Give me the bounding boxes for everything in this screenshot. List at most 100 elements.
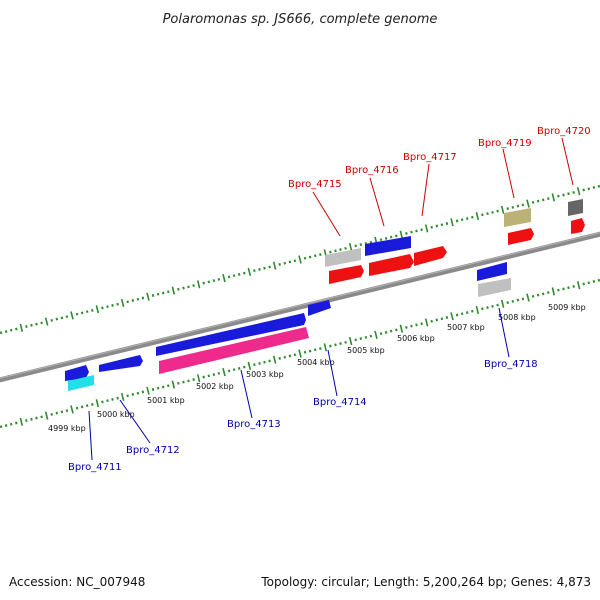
gene-arrow-bpro-4717[interactable] xyxy=(414,246,447,266)
gene-arrow-bpro-4715[interactable] xyxy=(329,265,364,284)
upper-track-tick xyxy=(0,331,3,335)
gene-bar-bpro-4720[interactable] xyxy=(568,199,583,216)
lower-track-tick xyxy=(44,411,49,420)
gene-arrow-bpro-4712[interactable] xyxy=(99,355,143,372)
leader-line-bpro-4714 xyxy=(327,349,338,397)
gene-arrow-bpro-4713[interactable] xyxy=(156,313,306,356)
upper-track-tick xyxy=(551,193,556,202)
upper-track-tick xyxy=(405,232,408,235)
upper-track-tick xyxy=(131,299,135,302)
gene-arrow-bpro-4718[interactable] xyxy=(477,262,507,281)
gene-labels: Bpro_4715 Bpro_4716 Bpro_4717 Bpro_4719 … xyxy=(68,126,591,473)
gene-arrow-bpro-4711[interactable] xyxy=(65,365,89,381)
upper-track-tick xyxy=(475,212,480,221)
lower-track-tick xyxy=(547,291,550,295)
gene-arrow-bpro-4720[interactable] xyxy=(571,218,585,234)
gene-bar-bpro-4718[interactable] xyxy=(478,278,511,297)
upper-track-tick xyxy=(106,305,109,309)
lower-track-tick xyxy=(95,399,100,408)
gene-label-bpro-4711[interactable]: Bpro_4711 xyxy=(68,462,122,473)
upper-track-tick xyxy=(253,269,256,273)
scale-label-5003: 5003 kbp xyxy=(246,370,284,379)
gene-label-bpro-4719[interactable]: Bpro_4719 xyxy=(478,138,532,149)
upper-track-tick xyxy=(399,230,404,239)
upper-track-tick xyxy=(167,290,170,294)
lower-track-tick xyxy=(344,340,347,344)
upper-track-tick xyxy=(576,187,581,196)
gene-label-bpro-4720[interactable]: Bpro_4720 xyxy=(537,126,591,137)
lower-track-tick xyxy=(167,384,170,388)
upper-track-tick xyxy=(410,230,413,234)
upper-track-tick xyxy=(263,266,266,270)
gene-label-bpro-4713[interactable]: Bpro_4713 xyxy=(227,419,281,430)
upper-track-tick xyxy=(207,280,211,284)
gene-arrow-bpro-4716[interactable] xyxy=(369,254,414,276)
gene-bar-bpro-4715[interactable] xyxy=(325,248,361,267)
upper-track-tick xyxy=(237,272,241,276)
upper-track-tick xyxy=(526,199,530,208)
lower-track-tick xyxy=(30,417,33,421)
lower-track-tick xyxy=(486,306,489,309)
leader-line-bpro-4717 xyxy=(421,163,430,217)
upper-track-tick xyxy=(136,297,140,301)
upper-track-tick xyxy=(120,298,125,307)
scale-labels: 4999 kbp 5000 kbp 5001 kbp 5002 kbp 5003… xyxy=(48,303,586,433)
upper-track-tick xyxy=(481,213,484,217)
upper-track-tick xyxy=(91,308,94,312)
lower-track-tick xyxy=(187,379,190,383)
lower-track-tick xyxy=(395,328,398,332)
upper-track-tick xyxy=(192,284,195,287)
lower-track-tick xyxy=(151,388,155,391)
lower-track-tick xyxy=(237,366,241,370)
gene-label-bpro-4716[interactable]: Bpro_4716 xyxy=(345,165,399,176)
lower-track-tick xyxy=(202,375,205,379)
lower-track-tick xyxy=(435,318,439,322)
gene-label-bpro-4715[interactable]: Bpro_4715 xyxy=(288,179,342,190)
leader-line-bpro-4712 xyxy=(119,399,151,444)
gene-label-bpro-4717[interactable]: Bpro_4717 xyxy=(403,152,457,163)
gene-label-bpro-4718[interactable]: Bpro_4718 xyxy=(484,359,538,370)
lower-track-tick xyxy=(587,281,591,285)
lower-track-tick xyxy=(146,386,150,395)
lower-track-tick xyxy=(293,353,297,357)
upper-track-tick xyxy=(227,275,231,279)
leader-line-bpro-4720 xyxy=(561,137,574,186)
gene-bar-bpro-4716[interactable] xyxy=(365,236,411,256)
upper-track-tick xyxy=(455,219,459,223)
gene-bar-bpro-4711[interactable] xyxy=(68,374,94,391)
lower-track-tick xyxy=(217,371,221,375)
gene-bar-bpro-4713-secondary[interactable] xyxy=(159,327,309,374)
gene-label-bpro-4714[interactable]: Bpro_4714 xyxy=(313,397,367,408)
upper-track-tick xyxy=(247,267,252,276)
upper-track-tick xyxy=(161,291,165,295)
upper-track-tick xyxy=(547,197,550,201)
lower-track-tick xyxy=(369,334,373,338)
leader-line-bpro-4713 xyxy=(240,369,253,419)
gene-arrow-bpro-4719[interactable] xyxy=(508,228,534,245)
lower-track-tick xyxy=(0,425,3,429)
lower-track-tick xyxy=(491,304,494,308)
lower-track-tick xyxy=(379,332,383,336)
upper-track-tick xyxy=(344,246,347,250)
upper-track-tick xyxy=(268,265,271,269)
upper-track-tick xyxy=(369,240,373,244)
scale-label-5008: 5008 kbp xyxy=(498,313,536,322)
upper-track-tick xyxy=(460,218,464,222)
lower-track-tick xyxy=(481,307,484,311)
gene-bar-bpro-4719[interactable] xyxy=(504,208,531,227)
lower-track-tick xyxy=(582,282,585,286)
lower-track-tick xyxy=(131,393,135,396)
gene-arrow-bpro-4714[interactable] xyxy=(308,300,331,316)
upper-track-tick xyxy=(171,286,176,295)
gene-label-bpro-4712[interactable]: Bpro_4712 xyxy=(126,445,180,456)
label-leader-lines xyxy=(88,137,574,461)
upper-track-tick xyxy=(101,306,104,310)
lower-track-tick xyxy=(283,355,287,359)
upper-track-tick xyxy=(80,311,84,315)
lower-track-tick xyxy=(313,348,317,352)
lower-track-tick xyxy=(551,287,556,296)
upper-track-tick xyxy=(348,243,353,252)
lower-track-tick xyxy=(116,396,119,400)
